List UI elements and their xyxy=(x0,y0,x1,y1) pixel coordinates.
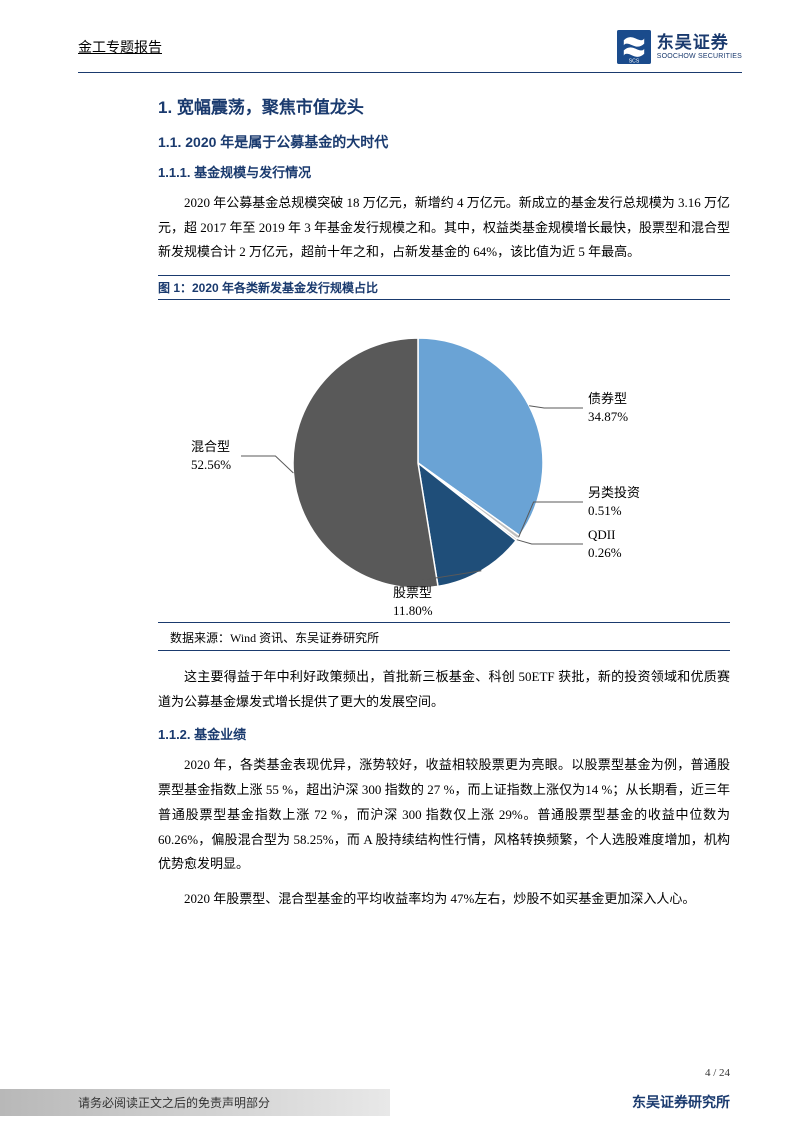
footer-bar: 请务必阅读正文之后的免责声明部分 东吴证券研究所 xyxy=(0,1089,802,1115)
header-title: 金工专题报告 xyxy=(78,37,162,57)
heading-3-2: 1.1.2. 基金业绩 xyxy=(158,724,730,743)
paragraph-4: 2020 年股票型、混合型基金的平均收益率均为 47%左右，炒股不如买基金更加深… xyxy=(158,887,730,912)
paragraph-2: 这主要得益于年中利好政策频出，首批新三板基金、科创 50ETF 获批，新的投资领… xyxy=(158,665,730,714)
logo-text: 东吴证券 SOOCHOW SECURITIES xyxy=(657,34,742,60)
leader-line-4 xyxy=(241,456,293,473)
paragraph-3: 2020 年，各类基金表现优异，涨势较好，收益相较股票更为亮眼。以股票型基金为例… xyxy=(158,753,730,876)
figure-title: 图 1：2020 年各类新发基金发行规模占比 xyxy=(158,275,730,300)
pie-chart xyxy=(288,333,548,593)
svg-text:SCS: SCS xyxy=(628,58,639,64)
pie-label-2: QDII0.26% xyxy=(588,526,622,562)
logo-icon: SCS xyxy=(617,30,651,64)
heading-3-1: 1.1.1. 基金规模与发行情况 xyxy=(158,162,730,181)
heading-2: 1.1. 2020 年是属于公募基金的大时代 xyxy=(158,132,730,152)
footer-org: 东吴证券研究所 xyxy=(632,1092,730,1112)
data-source: 数据来源：Wind 资讯、东吴证券研究所 xyxy=(158,627,730,651)
pie-label-0: 债券型34.87% xyxy=(588,390,628,426)
header: 金工专题报告 SCS 东吴证券 SOOCHOW SECURITIES xyxy=(0,0,802,72)
pie-label-3: 股票型11.80% xyxy=(393,584,433,620)
footer-disclaimer: 请务必阅读正文之后的免责声明部分 xyxy=(0,1089,390,1116)
logo-en: SOOCHOW SECURITIES xyxy=(657,53,742,61)
page-number: 4 / 24 xyxy=(705,1067,730,1079)
logo-cn: 东吴证券 xyxy=(657,34,742,53)
pie-slice-4 xyxy=(293,338,438,588)
logo: SCS 东吴证券 SOOCHOW SECURITIES xyxy=(617,30,742,64)
content: 1. 宽幅震荡，聚焦市值龙头 1.1. 2020 年是属于公募基金的大时代 1.… xyxy=(0,73,802,912)
pie-label-1: 另类投资0.51% xyxy=(588,484,640,520)
paragraph-1: 2020 年公募基金总规模突破 18 万亿元，新增约 4 万亿元。新成立的基金发… xyxy=(158,191,730,265)
pie-label-4: 混合型52.56% xyxy=(191,438,231,474)
heading-1: 1. 宽幅震荡，聚焦市值龙头 xyxy=(158,93,730,118)
pie-chart-container: 债券型34.87% 另类投资0.51% QDII0.26% 股票型11.80% 混合型5… xyxy=(158,308,730,623)
